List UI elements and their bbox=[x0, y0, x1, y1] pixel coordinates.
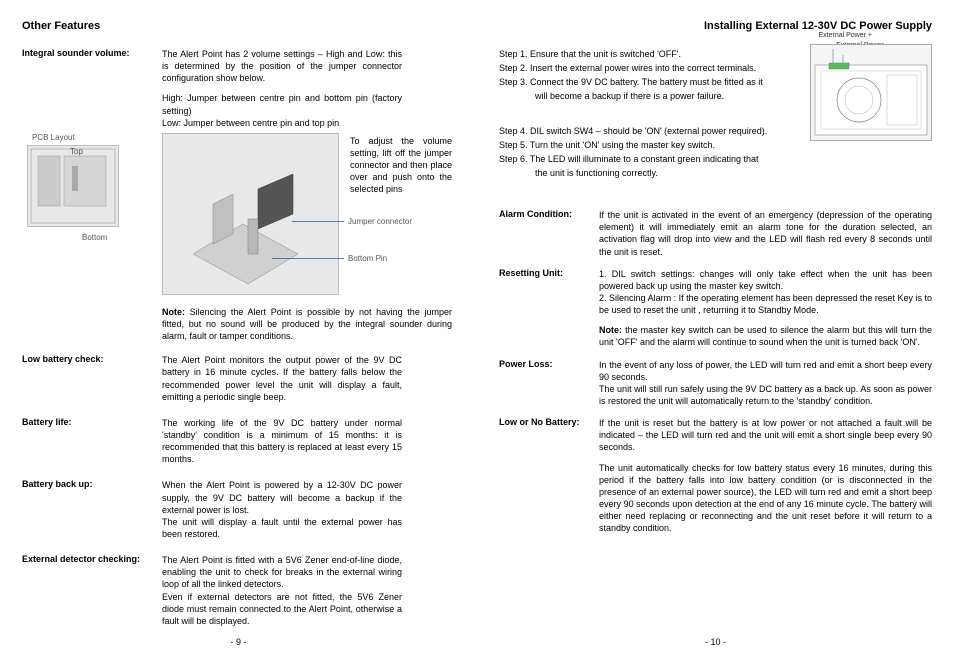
reset-note-label: Note: bbox=[599, 325, 622, 335]
page-right: Installing External 12-30V DC Power Supp… bbox=[477, 0, 954, 661]
extdet-text2: Even if external detectors are not fitte… bbox=[162, 591, 402, 627]
backup-label: Battery back up: bbox=[22, 479, 162, 540]
jumper-line bbox=[292, 221, 344, 222]
lowbatt-label: Low battery check: bbox=[22, 354, 162, 403]
bottompin-line bbox=[272, 258, 344, 259]
step-6b: the unit is functioning correctly. bbox=[499, 167, 799, 179]
step-3: Step 3. Connect the 9V DC battery. The b… bbox=[499, 76, 799, 88]
reset-row: Resetting Unit: 1. DIL switch settings: … bbox=[499, 268, 932, 349]
low-text: Low: Jumper between centre pin and top p… bbox=[162, 117, 402, 129]
reset-text2: 2. Silencing Alarm : If the operating el… bbox=[599, 292, 932, 316]
lowbatt-row: Low battery check: The Alert Point monit… bbox=[22, 354, 455, 403]
alarm-text: If the unit is activated in the event of… bbox=[599, 209, 932, 258]
adjust-text: To adjust the volume setting, lift off t… bbox=[350, 135, 452, 196]
extdet-text1: The Alert Point is fitted with a 5V6 Zen… bbox=[162, 554, 402, 590]
backup-body: When the Alert Point is powered by a 12-… bbox=[162, 479, 402, 540]
step-5: Step 5. Turn the unit 'ON' using the mas… bbox=[499, 139, 799, 151]
step-3b: will become a backup if there is a power… bbox=[499, 90, 799, 102]
page-title-right: Installing External 12-30V DC Power Supp… bbox=[499, 20, 932, 32]
battlife-text: The working life of the 9V DC battery un… bbox=[162, 417, 402, 466]
alarm-label: Alarm Condition: bbox=[499, 209, 599, 258]
battlife-label: Battery life: bbox=[22, 417, 162, 466]
pcb-layout-label: PCB Layout bbox=[32, 133, 75, 142]
reset-note-text: the master key switch can be used to sil… bbox=[599, 325, 932, 347]
top-label: Top bbox=[70, 147, 83, 156]
lowbatt-text: The Alert Point monitors the output powe… bbox=[162, 354, 402, 403]
backup-row: Battery back up: When the Alert Point is… bbox=[22, 479, 455, 540]
lownb-body: If the unit is reset but the battery is … bbox=[599, 417, 932, 534]
page-title-left: Other Features bbox=[22, 20, 455, 32]
backup-text2: The unit will display a fault until the … bbox=[162, 516, 402, 540]
note-label: Note: bbox=[162, 307, 185, 317]
reset-label: Resetting Unit: bbox=[499, 268, 599, 349]
sounder-row: Integral sounder volume: The Alert Point… bbox=[22, 48, 455, 84]
ext-power-plus: External Power + bbox=[819, 32, 873, 39]
power-label: Power Loss: bbox=[499, 359, 599, 408]
battlife-row: Battery life: The working life of the 9V… bbox=[22, 417, 455, 466]
bottom-pin-label: Bottom Pin bbox=[348, 254, 387, 263]
power-row: Power Loss: In the event of any loss of … bbox=[499, 359, 932, 408]
lownb-text1: If the unit is reset but the battery is … bbox=[599, 417, 932, 453]
sounder-label: Integral sounder volume: bbox=[22, 48, 162, 84]
alarm-row: Alarm Condition: If the unit is activate… bbox=[499, 209, 932, 258]
page-left: Other Features Integral sounder volume: … bbox=[0, 0, 477, 661]
pcb-thumbnail bbox=[27, 145, 119, 227]
power-text2: The unit will still run safely using the… bbox=[599, 383, 932, 407]
jumper-thumbnail bbox=[162, 133, 339, 295]
jumper-conn-label: Jumper connector bbox=[348, 217, 412, 226]
steps-block-2: Step 4. DIL switch SW4 – should be 'ON' … bbox=[499, 125, 799, 182]
lownb-row: Low or No Battery: If the unit is reset … bbox=[499, 417, 932, 534]
reset-body: 1. DIL switch settings: changes will onl… bbox=[599, 268, 932, 349]
step-6: Step 6. The LED will illuminate to a con… bbox=[499, 153, 799, 165]
extdet-body: The Alert Point is fitted with a 5V6 Zen… bbox=[162, 554, 402, 627]
power-body: In the event of any loss of power, the L… bbox=[599, 359, 932, 408]
sounder-text: The Alert Point has 2 volume settings – … bbox=[162, 48, 402, 84]
extdet-row: External detector checking: The Alert Po… bbox=[22, 554, 455, 627]
steps-block: Step 1. Ensure that the unit is switched… bbox=[499, 48, 799, 105]
pcb-diagram: PCB Layout Top Bottom Jumper connector B… bbox=[22, 133, 455, 298]
step-2: Step 2. Insert the external power wires … bbox=[499, 62, 799, 74]
high-text: High: Jumper between centre pin and bott… bbox=[162, 92, 402, 116]
step-4: Step 4. DIL switch SW4 – should be 'ON' … bbox=[499, 125, 799, 137]
step-1: Step 1. Ensure that the unit is switched… bbox=[499, 48, 799, 60]
device-diagram bbox=[810, 44, 932, 141]
extdet-label: External detector checking: bbox=[22, 554, 162, 627]
note-text: Silencing the Alert Point is possible by… bbox=[162, 307, 452, 341]
power-text1: In the event of any loss of power, the L… bbox=[599, 359, 932, 383]
reset-text1: 1. DIL switch settings: changes will onl… bbox=[599, 268, 932, 292]
page-number-left: - 9 - bbox=[22, 637, 455, 651]
lownb-text2: The unit automatically checks for low ba… bbox=[599, 462, 932, 535]
bottom-label: Bottom bbox=[82, 233, 107, 242]
note-row: Note: Silencing the Alert Point is possi… bbox=[162, 306, 452, 342]
backup-text1: When the Alert Point is powered by a 12-… bbox=[162, 479, 402, 515]
page-number-right: - 10 - bbox=[499, 637, 932, 651]
lownb-label: Low or No Battery: bbox=[499, 417, 599, 534]
